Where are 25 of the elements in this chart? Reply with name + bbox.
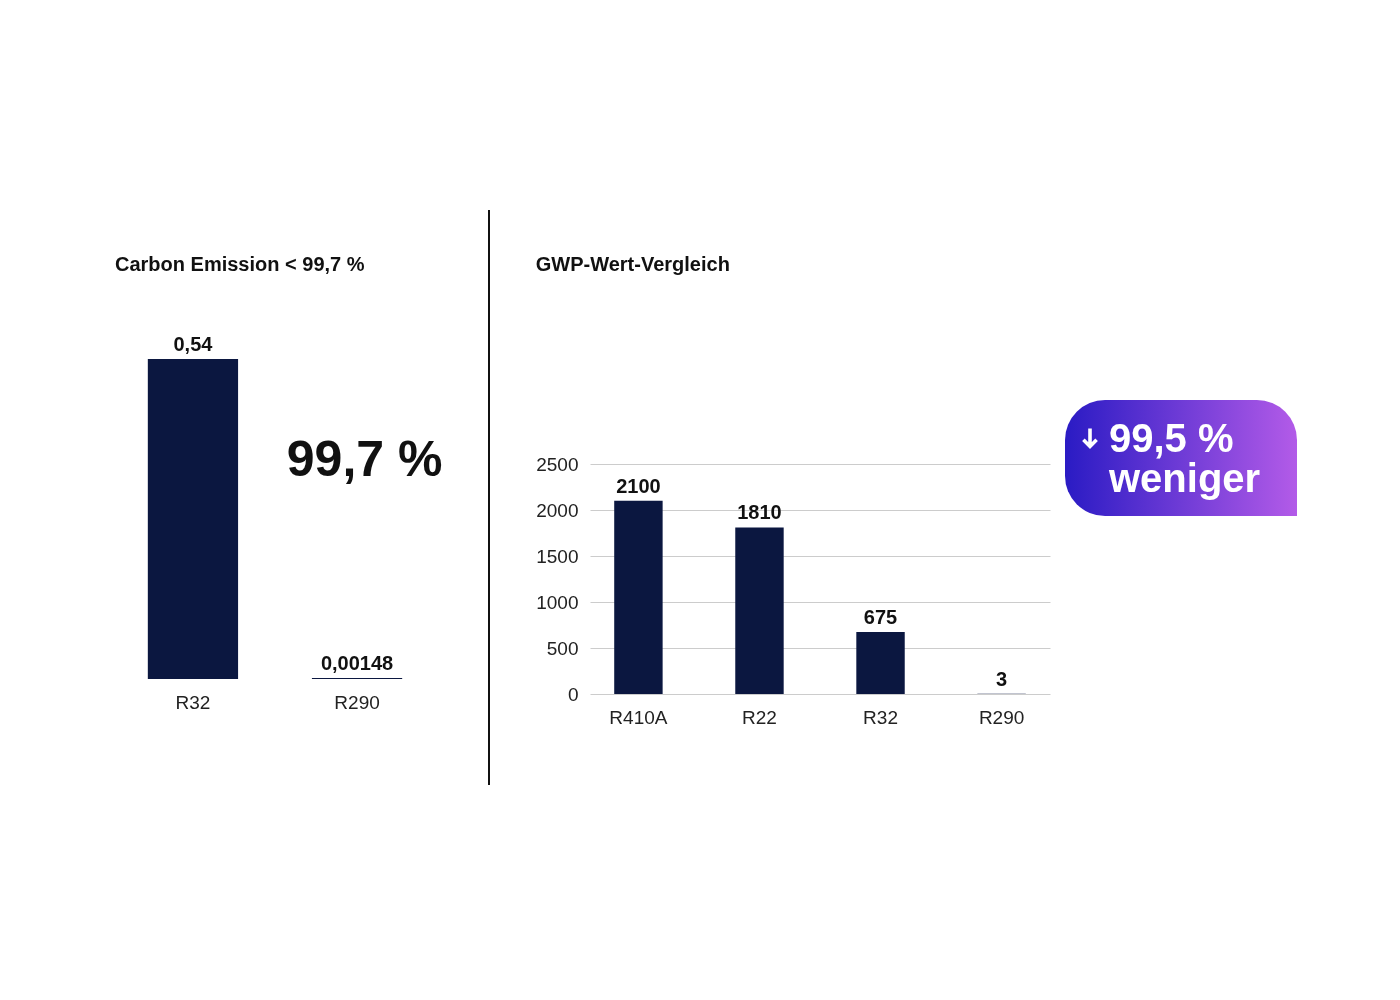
x-tick-label: R290 <box>334 691 380 713</box>
y-tick-label: 1000 <box>536 591 579 613</box>
bar <box>735 527 784 694</box>
y-tick-label: 500 <box>546 637 579 659</box>
y-tick-label: 2000 <box>536 499 579 521</box>
data-label: 675 <box>863 605 898 628</box>
data-label: 0,54 <box>173 333 214 355</box>
x-tick-label: R290 <box>978 706 1025 728</box>
chart-title: GWP-Wert-Vergleich <box>535 253 730 275</box>
x-tick-label: R410A <box>609 706 668 728</box>
bar <box>614 500 663 694</box>
text: 99,5 % weniger <box>1109 416 1262 500</box>
chart-title: Carbon Emission < 99,7 % <box>115 253 365 275</box>
data-label: 3 <box>996 667 1008 690</box>
x-tick-label: R32 <box>175 691 211 713</box>
y-tick-label: 2500 <box>536 453 579 475</box>
x-tick-label: R22 <box>742 706 777 728</box>
annotation: 99,7 % <box>286 431 443 488</box>
y-tick-label: 1500 <box>536 545 579 567</box>
data-label: 0,00148 <box>320 652 394 675</box>
y-tick-label: 0 <box>567 683 579 705</box>
x-tick-label: R32 <box>863 706 898 728</box>
data-label: 2100 <box>616 474 661 497</box>
data-label: 1810 <box>737 501 782 524</box>
bar <box>856 631 905 694</box>
